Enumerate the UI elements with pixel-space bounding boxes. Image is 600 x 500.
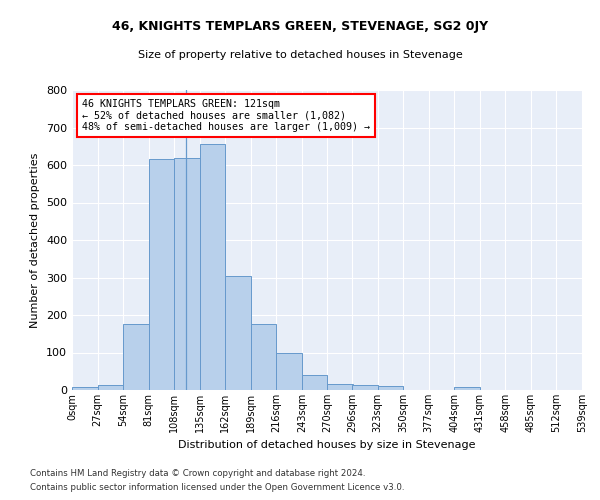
Bar xyxy=(123,324,149,390)
Bar xyxy=(277,353,302,390)
Bar xyxy=(98,385,123,390)
Bar xyxy=(251,324,277,390)
Text: Size of property relative to detached houses in Stevenage: Size of property relative to detached ho… xyxy=(137,50,463,60)
Text: 46 KNIGHTS TEMPLARS GREEN: 121sqm
← 52% of detached houses are smaller (1,082)
4: 46 KNIGHTS TEMPLARS GREEN: 121sqm ← 52% … xyxy=(82,99,370,132)
Bar xyxy=(225,276,251,390)
Bar xyxy=(200,144,225,390)
Text: Contains HM Land Registry data © Crown copyright and database right 2024.: Contains HM Land Registry data © Crown c… xyxy=(30,468,365,477)
X-axis label: Distribution of detached houses by size in Stevenage: Distribution of detached houses by size … xyxy=(178,440,476,450)
Bar xyxy=(352,385,377,390)
Bar xyxy=(328,384,353,390)
Y-axis label: Number of detached properties: Number of detached properties xyxy=(31,152,40,328)
Bar xyxy=(454,387,480,390)
Text: 46, KNIGHTS TEMPLARS GREEN, STEVENAGE, SG2 0JY: 46, KNIGHTS TEMPLARS GREEN, STEVENAGE, S… xyxy=(112,20,488,33)
Text: Contains public sector information licensed under the Open Government Licence v3: Contains public sector information licen… xyxy=(30,484,404,492)
Bar xyxy=(72,387,98,390)
Bar xyxy=(377,386,403,390)
Bar xyxy=(174,158,200,390)
Bar xyxy=(149,160,174,390)
Bar xyxy=(302,375,328,390)
